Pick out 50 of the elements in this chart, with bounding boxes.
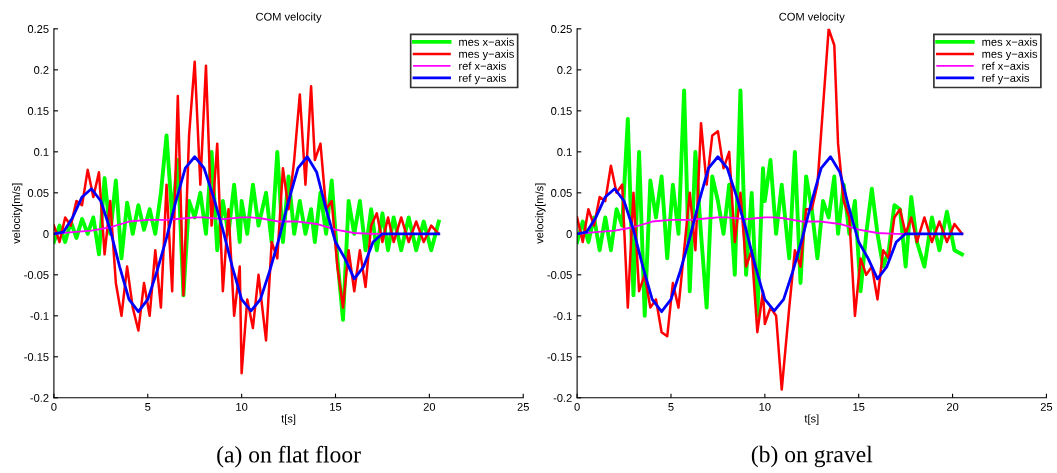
y-tick-label: -0.1 (30, 312, 49, 320)
legend-label: ref x−axis (982, 61, 1030, 70)
x-tick-label: 10 (236, 402, 248, 411)
legend-label: mes y−axis (459, 49, 514, 61)
x-tick-label: 0 (51, 402, 57, 411)
x-tick-label: 15 (853, 403, 865, 411)
x-tick-label: 25 (1040, 402, 1053, 411)
legend-label: mes y−axis (982, 49, 1038, 61)
x-tick-label: 5 (668, 403, 674, 411)
y-tick-label: 0.25 (27, 25, 49, 33)
y-tick-label: 0.2 (34, 66, 49, 74)
y-tick-label: 0.1 (34, 148, 49, 156)
y-tick-label: 0.15 (27, 107, 49, 115)
text: (b) on gravel (751, 445, 873, 468)
x-tick-label: 20 (946, 402, 959, 411)
y-axis-title: velocity[m/s] (535, 183, 546, 244)
y-axis-title: velocity[m/s] (11, 183, 23, 244)
legend-label: ref y−axis (982, 73, 1030, 85)
line-series (577, 155, 964, 314)
y-tick-label: -0.1 (553, 312, 572, 320)
y-tick-label: 0.05 (27, 189, 49, 197)
legend-label: ref y−axis (459, 73, 506, 85)
y-tick-label: 0 (566, 230, 572, 238)
y-tick-label: -0.05 (24, 271, 49, 279)
chart-title: COM velocity (779, 12, 845, 23)
x-tick-label: 5 (145, 403, 151, 411)
y-tick-label: -0.05 (547, 271, 572, 279)
x-tick-label: 25 (517, 402, 529, 411)
y-tick-label: -0.15 (547, 353, 572, 361)
y-tick-label: 0.15 (551, 107, 572, 115)
legend-label: ref x−axis (459, 61, 506, 70)
y-tick-label: 0.2 (557, 66, 572, 74)
y-tick-label: 0.05 (551, 189, 572, 197)
x-axis-title: t[s] (804, 414, 819, 425)
y-tick-label: 0.1 (557, 148, 572, 156)
text: (a) on flat floor (217, 445, 361, 468)
x-tick-label: 0 (574, 402, 580, 411)
x-axis-title: t[s] (281, 414, 296, 425)
y-tick-label: -0.2 (553, 394, 572, 402)
y-tick-label: 0 (43, 230, 49, 238)
x-tick-label: 20 (423, 402, 436, 411)
y-tick-label: -0.2 (30, 394, 49, 402)
x-tick-label: 10 (759, 402, 771, 411)
chart-title: COM velocity (256, 12, 322, 23)
x-tick-label: 15 (330, 403, 342, 411)
line-series (53, 155, 441, 314)
y-tick-label: -0.15 (24, 353, 49, 361)
legend-label: mes x−axis (459, 37, 514, 46)
y-tick-label: 0.25 (551, 25, 572, 33)
legend-label: mes x−axis (982, 37, 1038, 46)
